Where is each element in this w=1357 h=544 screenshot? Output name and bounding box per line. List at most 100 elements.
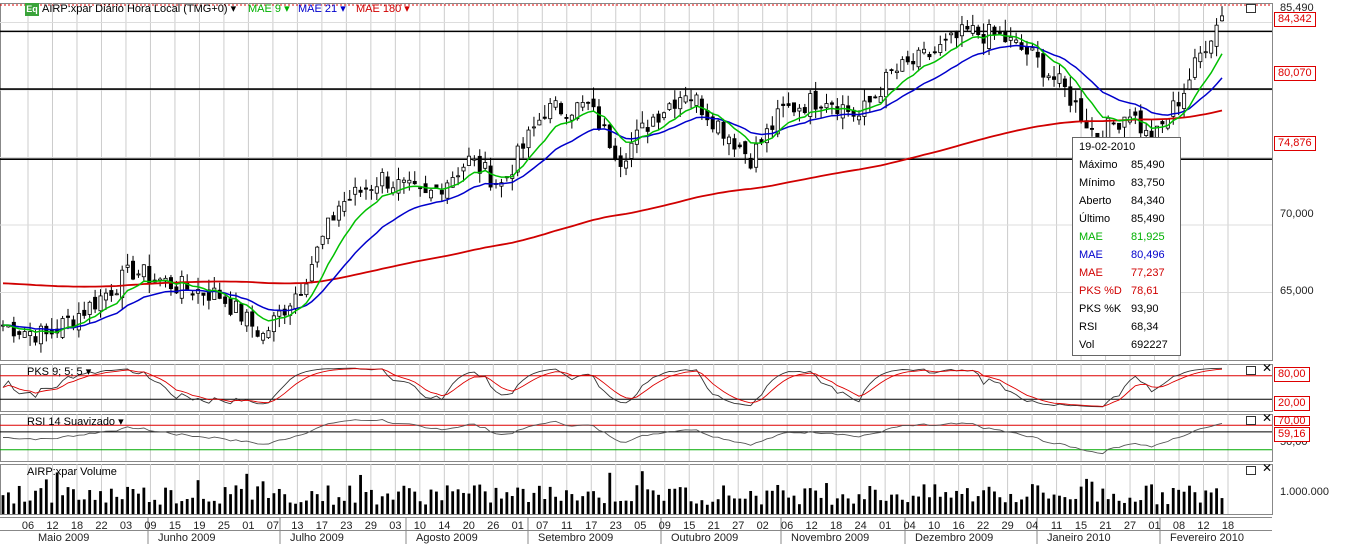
candle-body [336,205,341,221]
volume-bar [109,488,113,514]
volume-bar [55,472,59,514]
volume-bar [1085,478,1088,514]
pks-title[interactable]: PKS 9; 5; 5 ▾ [27,366,92,378]
volume-bar [245,473,249,514]
maximize-volume-panel-icon[interactable] [1246,466,1256,475]
ma21-label[interactable]: MAE 21 ▾ [298,3,346,15]
candle-body [445,182,450,199]
candle-body [304,283,309,296]
volume-bar [1074,498,1078,514]
tooltip-value: 68,34 [1131,321,1159,333]
volume-bar [66,487,70,514]
volume-bar [397,491,400,514]
candle-body [716,120,721,134]
volume-bar [1095,501,1099,514]
candle-body [401,179,406,183]
volume-bar [624,500,628,514]
chart-title[interactable]: AIRP:xpar Diário Hora Local (TMG+0) ▾ [42,3,236,16]
volume-bar [532,492,536,514]
candle-body [315,246,320,263]
tooltip-value: 692227 [1131,339,1168,351]
x-month-label: Outubro 2009 [671,532,739,544]
volume-bar [1068,499,1072,514]
close-pks-panel-icon[interactable]: ✕ [1262,361,1273,375]
candle-body [1203,51,1208,54]
volume-bar [1079,486,1083,514]
tooltip-value: 85,490 [1131,159,1165,171]
x-tick-label: 18 [830,520,843,532]
maximize-price-panel-icon[interactable] [1246,4,1256,13]
x-tick-label: 22 [976,520,990,532]
volume-bar [147,502,151,514]
candle-body [71,319,76,327]
volume-bar [1020,499,1023,514]
volume-bar [142,487,146,514]
x-tick-label: 11 [561,520,573,532]
volume-bar [1161,492,1164,514]
ma180-label-text: MAE 180 [356,3,402,15]
x-tick-label: 08 [1172,520,1186,532]
x-tick-label: 09 [658,520,671,532]
volume-bar [1150,484,1153,514]
volume-bar [353,502,357,514]
candle-body [786,103,791,106]
volume-bar [1177,489,1181,514]
volume-bar [348,485,352,514]
volume-bar [716,499,720,514]
candle-body [775,108,780,135]
candle-body [559,103,564,115]
volume-bar [261,481,265,514]
volume-bar [380,496,384,514]
volume-bar [803,488,807,514]
candle-body [326,217,331,240]
candle-body [120,269,125,299]
volume-bar [294,503,297,514]
x-tick-label: 05 [634,520,647,532]
volume-bar [304,500,308,514]
maximize-pks-panel-icon[interactable] [1246,366,1256,375]
candle-body [212,287,217,300]
candle-body [255,330,260,337]
maximize-rsi-panel-icon[interactable] [1246,416,1256,425]
candle-body [1209,40,1214,54]
ma9-label[interactable]: MAE 9 ▾ [248,3,290,15]
volume-bar [1052,494,1056,514]
candle-body [997,32,1002,34]
volume-bar [429,489,433,514]
candle-body [943,38,948,41]
volume-bar [418,501,422,514]
candle-body [591,98,596,108]
x-tick-label: 07 [536,520,549,532]
volume-bar [277,488,281,514]
candle-body [824,103,829,109]
rsi-line [3,419,1223,455]
x-month-label: Fevereiro 2010 [1170,532,1244,544]
volume-bar [456,489,460,514]
candle-body [1187,79,1192,90]
volume-bar [722,485,725,514]
candle-body [640,122,645,129]
volume-bar [451,491,455,514]
candle-body [689,99,694,102]
volume-bar [505,492,509,514]
volume-bar [770,490,774,514]
candle-body [672,99,677,109]
volume-bar [700,500,704,514]
close-rsi-panel-icon[interactable]: ✕ [1262,411,1273,425]
candle-body [694,94,699,106]
rsi-title[interactable]: RSI 14 Suavizado ▾ [27,416,124,428]
candle-body [1024,46,1029,55]
volume-bar [467,493,471,514]
x-tick-label: 21 [1099,520,1112,532]
close-volume-panel-icon[interactable]: ✕ [1262,461,1273,475]
volume-bar [873,489,877,514]
volume-bar [1133,501,1137,514]
volume-bar [738,498,742,514]
candle-body [206,289,211,301]
chevron-down-icon[interactable]: ▾ [227,3,237,15]
rsi-level-box: 59,16 [1274,427,1310,442]
ma180-label[interactable]: MAE 180 ▾ [356,3,410,15]
volume-bar [1166,504,1170,514]
candle-body [878,96,883,103]
volume-bar [120,499,124,514]
